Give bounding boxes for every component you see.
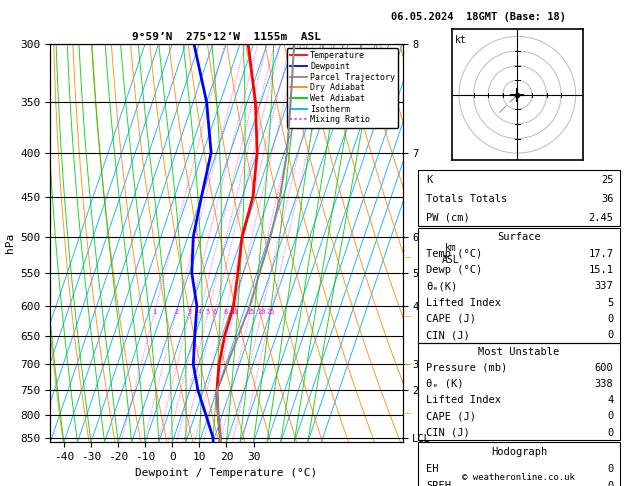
Text: 0: 0: [607, 428, 613, 437]
Text: —: —: [404, 408, 411, 418]
Text: Most Unstable: Most Unstable: [478, 347, 560, 357]
Text: 338: 338: [595, 379, 613, 389]
Text: 600: 600: [595, 363, 613, 373]
Text: 337: 337: [595, 281, 613, 291]
Y-axis label: hPa: hPa: [5, 233, 15, 253]
Text: 0: 0: [607, 330, 613, 340]
Text: 4: 4: [198, 309, 202, 315]
Text: 5: 5: [206, 309, 210, 315]
Text: 2.45: 2.45: [589, 212, 613, 223]
Text: —: —: [404, 360, 411, 369]
Text: 17.7: 17.7: [589, 249, 613, 259]
Text: Dewp (°C): Dewp (°C): [426, 265, 482, 275]
Text: Temp (°C): Temp (°C): [426, 249, 482, 259]
Text: 25: 25: [601, 175, 613, 185]
Text: 15: 15: [246, 309, 254, 315]
Text: kt: kt: [455, 35, 467, 45]
Text: 4: 4: [607, 395, 613, 405]
Text: 20: 20: [257, 309, 266, 315]
Y-axis label: km
ASL: km ASL: [442, 243, 459, 264]
Text: CAPE (J): CAPE (J): [426, 411, 476, 421]
Text: EH: EH: [426, 464, 439, 474]
Title: 9°59’N  275°12’W  1155m  ASL: 9°59’N 275°12’W 1155m ASL: [132, 32, 321, 42]
Text: CIN (J): CIN (J): [426, 428, 470, 437]
Text: 6: 6: [213, 309, 217, 315]
Text: 25: 25: [267, 309, 276, 315]
Text: Lifted Index: Lifted Index: [426, 395, 501, 405]
Text: 1: 1: [152, 309, 157, 315]
Text: 36: 36: [601, 194, 613, 204]
Text: —: —: [404, 311, 411, 321]
Text: Totals Totals: Totals Totals: [426, 194, 508, 204]
Text: θₑ(K): θₑ(K): [426, 281, 457, 291]
Text: 8: 8: [223, 309, 228, 315]
Text: PW (cm): PW (cm): [426, 212, 470, 223]
Text: 3: 3: [188, 309, 192, 315]
Text: Lifted Index: Lifted Index: [426, 297, 501, 308]
Text: Pressure (mb): Pressure (mb): [426, 363, 508, 373]
Text: 0: 0: [607, 464, 613, 474]
Text: CIN (J): CIN (J): [426, 330, 470, 340]
Text: 10: 10: [230, 309, 238, 315]
Text: 06.05.2024  18GMT (Base: 18): 06.05.2024 18GMT (Base: 18): [391, 12, 565, 22]
Text: © weatheronline.co.uk: © weatheronline.co.uk: [462, 473, 576, 482]
Text: 0: 0: [607, 481, 613, 486]
Text: 2: 2: [174, 309, 179, 315]
X-axis label: Dewpoint / Temperature (°C): Dewpoint / Temperature (°C): [135, 468, 318, 478]
Text: Hodograph: Hodograph: [491, 447, 547, 457]
Text: SREH: SREH: [426, 481, 452, 486]
Legend: Temperature, Dewpoint, Parcel Trajectory, Dry Adiabat, Wet Adiabat, Isotherm, Mi: Temperature, Dewpoint, Parcel Trajectory…: [287, 48, 398, 127]
Text: Surface: Surface: [497, 232, 541, 243]
Text: 5: 5: [607, 297, 613, 308]
Text: —: —: [404, 253, 411, 262]
Text: 0: 0: [607, 411, 613, 421]
Text: 15.1: 15.1: [589, 265, 613, 275]
Text: K: K: [426, 175, 433, 185]
Text: CAPE (J): CAPE (J): [426, 314, 476, 324]
Text: 0: 0: [607, 314, 613, 324]
Text: θₑ (K): θₑ (K): [426, 379, 464, 389]
